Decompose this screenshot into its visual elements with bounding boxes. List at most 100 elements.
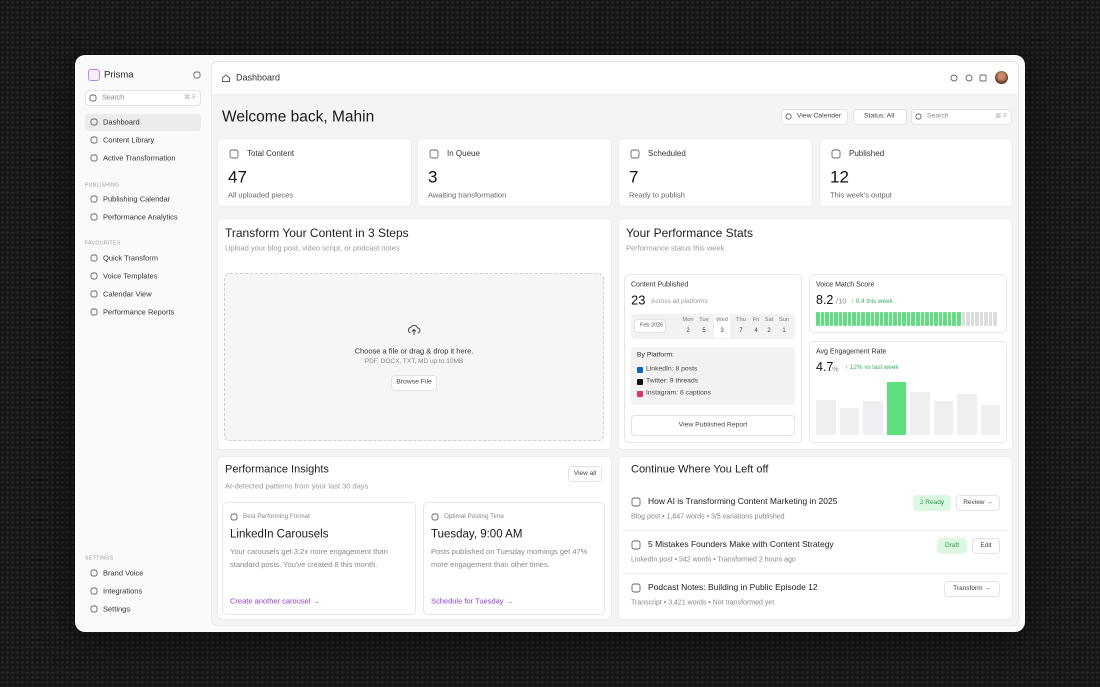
search-shortcut: ⌘ F: [995, 112, 1008, 120]
drop-formats: PDF, DOCX, TXT, MD up to 10MB: [364, 357, 464, 365]
browse-button[interactable]: [391, 375, 437, 391]
engagement-bar: [980, 405, 1000, 435]
action-button[interactable]: [944, 581, 1000, 597]
home-icon: [222, 74, 230, 82]
avatar[interactable]: [995, 71, 1008, 84]
icon: [785, 113, 792, 120]
item-title: 5 Mistakes Founders Make with Content St…: [648, 538, 834, 549]
insight-label: Best Performing Format: [243, 512, 310, 520]
stat-card: [217, 138, 412, 207]
icon: [631, 540, 641, 550]
nav-item[interactable]: Content Library: [103, 135, 155, 145]
filter-label: Status: All: [864, 112, 895, 120]
stat-title: Published: [849, 149, 885, 158]
search-placeholder: Search: [102, 94, 125, 102]
icon: [90, 118, 98, 126]
header-icons: [950, 74, 987, 82]
icon: [915, 113, 922, 120]
platform-item: LinkedIn: 8 posts: [646, 365, 698, 373]
nav-item[interactable]: Calendar View: [103, 289, 152, 299]
status-filter[interactable]: [853, 109, 907, 125]
nav-item[interactable]: Quick Transform: [103, 253, 159, 263]
progress-segment: [875, 312, 879, 326]
progress-segment: [929, 312, 934, 326]
day-count: 4: [754, 328, 758, 334]
metric-change: ↑ 12% vs last week: [845, 363, 899, 371]
stat-caption: Awaiting transformation: [428, 190, 507, 200]
section-label: FAVOURITES: [85, 240, 121, 247]
nav-item[interactable]: Performance Reports: [103, 307, 175, 317]
report-button[interactable]: [631, 415, 795, 436]
welcome-heading: Welcome back, Mahin: [222, 108, 375, 126]
progress-segment: [884, 312, 888, 326]
nav-item[interactable]: Voice Templates: [103, 271, 158, 281]
action-button[interactable]: [972, 538, 1000, 554]
stat-value: 3: [428, 167, 438, 187]
nav-item[interactable]: Settings: [103, 604, 131, 614]
insight-link[interactable]: Schedule for Tuesday →: [431, 596, 514, 606]
icon: [230, 513, 238, 521]
insight-link[interactable]: Create another carousel →: [230, 596, 321, 606]
search-shortcut: ⌘ F: [184, 93, 197, 101]
progress-segment: [843, 312, 847, 326]
nav-item[interactable]: Brand Voice: [103, 568, 144, 578]
progress-segment: [943, 312, 947, 326]
logo: [88, 69, 100, 81]
day-count: 1: [782, 328, 786, 334]
platform-item: Twitter: 9 threads: [646, 377, 699, 385]
icon: [431, 513, 439, 521]
card-subtitle: AI-detected patterns from your last 30 d…: [225, 481, 369, 491]
metric-value: 23: [631, 292, 646, 308]
sidebar-search[interactable]: [85, 90, 201, 106]
day-count: 2: [686, 328, 690, 334]
insight-card: [222, 502, 416, 615]
continue-item[interactable]: [623, 533, 1008, 574]
engagement-bar: [839, 408, 859, 435]
button-label: Edit: [980, 541, 992, 549]
metric-suffix: %: [832, 364, 839, 374]
stat-caption: Ready to publish: [629, 190, 685, 200]
view-all-button[interactable]: [568, 466, 602, 482]
platform-icon: [637, 379, 643, 385]
progress-segment: [934, 312, 938, 326]
metric-label: Content Published: [631, 281, 689, 289]
progress-segment: [911, 312, 916, 326]
drop-zone[interactable]: [224, 273, 604, 441]
icon: [90, 308, 98, 316]
nav-item[interactable]: Publishing Calendar: [103, 194, 171, 204]
nav-item[interactable]: Dashboard: [103, 117, 140, 127]
icon: [229, 149, 239, 159]
progress-segment: [856, 312, 861, 326]
toolbar-search[interactable]: [911, 109, 1012, 125]
action-button[interactable]: [956, 495, 1000, 511]
progress-segment: [916, 312, 920, 326]
card-title: Transform Your Content in 3 Steps: [225, 226, 409, 240]
view-calendar-button[interactable]: [781, 109, 848, 125]
progress-segment: [979, 312, 984, 326]
nav-item[interactable]: Active Transformation: [103, 153, 176, 163]
button-label: View Calender: [797, 112, 842, 120]
nav-item[interactable]: Performance Analytics: [103, 212, 178, 222]
engagement-bar: [816, 400, 836, 435]
button-label: View Published Report: [678, 421, 748, 429]
engagement-bar: [886, 382, 906, 435]
insight-title: LinkedIn Carousels: [230, 528, 329, 541]
stat-caption: This week's output: [830, 190, 892, 200]
day-count: 3: [720, 328, 724, 334]
progress-segment: [829, 312, 834, 326]
engagement-bar: [910, 392, 930, 435]
upload-icon: [407, 324, 421, 335]
button-label: Transform →: [953, 584, 991, 592]
continue-item[interactable]: [623, 490, 1008, 531]
day-name: Thu: [736, 317, 746, 324]
stat-value: 7: [629, 167, 639, 187]
button-label: View all: [573, 469, 597, 477]
icon: [90, 136, 98, 144]
platform-box: [631, 347, 795, 405]
nav-item[interactable]: Integrations: [103, 586, 143, 596]
icon: [429, 149, 439, 159]
nav-active-bg: [85, 113, 201, 131]
insight-label: Optimal Posting Time: [444, 512, 504, 520]
icon: [90, 272, 98, 280]
item-meta: Blog post • 1,847 words • 3/5 variations…: [631, 513, 785, 521]
